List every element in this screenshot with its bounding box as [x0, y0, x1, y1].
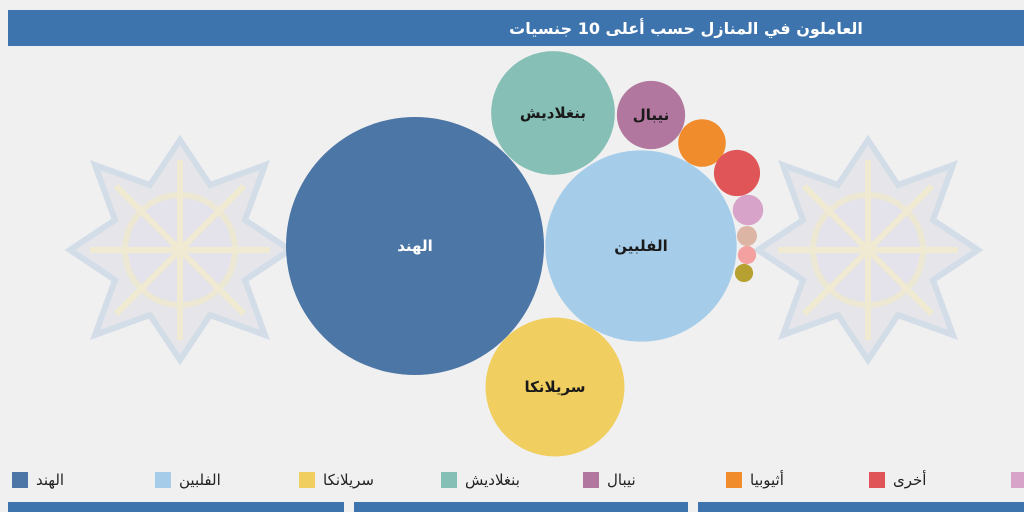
legend-swatch-6 — [869, 472, 885, 488]
bubble-label-4: نيبال — [633, 106, 670, 124]
bubble-label-2: سريلانكا — [524, 378, 585, 396]
legend-swatch-3 — [441, 472, 457, 488]
legend-label-0: الهند — [36, 471, 65, 489]
bubble-label-0: الهند — [397, 237, 432, 255]
legend-label-6: أخرى — [893, 471, 927, 489]
bubble-3 — [491, 51, 615, 175]
legend-item-4: نيبال — [583, 462, 636, 498]
legend-item-3: بنغلاديش — [441, 462, 520, 498]
legend-label-1: الفلبين — [179, 471, 221, 489]
chart-legend: الهند الفلبين سريلانكا بنغلاديش نيبال أثيوبيا… — [0, 462, 1024, 498]
legend-label-2: سريلانكا — [323, 471, 374, 489]
legend-item-1: الفلبين — [155, 462, 221, 498]
bottom-bar-1 — [8, 502, 344, 512]
legend-label-4: نيبال — [607, 471, 636, 489]
legend-item-7 — [1011, 462, 1024, 498]
bubble-1 — [545, 150, 737, 342]
legend-swatch-7 — [1011, 472, 1024, 488]
legend-swatch-4 — [583, 472, 599, 488]
bottom-bar-3 — [698, 502, 1024, 512]
bubble-5 — [678, 119, 726, 167]
legend-swatch-5 — [726, 472, 742, 488]
bubble-label-3: بنغلاديش — [520, 104, 586, 122]
legend-swatch-0 — [12, 472, 28, 488]
bubble-6 — [713, 149, 761, 197]
legend-item-2: سريلانكا — [299, 462, 374, 498]
bubble-label-1: الفلبين — [614, 237, 667, 255]
left-star-ornament — [64, 134, 296, 366]
bubble-2 — [485, 317, 625, 457]
legend-label-5: أثيوبيا — [750, 471, 784, 489]
legend-label-3: بنغلاديش — [465, 471, 520, 489]
bubble-9 — [737, 245, 757, 265]
legend-item-0: الهند — [12, 462, 64, 498]
bubble-8 — [737, 226, 757, 246]
legend-swatch-2 — [299, 472, 315, 488]
bubble-7 — [732, 194, 764, 226]
bubble-10 — [734, 263, 754, 283]
chart-title-bar: العاملون في المنازل حسب أعلى 10 جنسيات — [8, 10, 1024, 46]
right-star-ornament — [752, 134, 984, 366]
legend-item-5: أثيوبيا — [726, 462, 784, 498]
chart-title: العاملون في المنازل حسب أعلى 10 جنسيات — [509, 18, 863, 38]
legend-swatch-1 — [155, 472, 171, 488]
legend-item-6: أخرى — [869, 462, 926, 498]
bubble-0 — [286, 117, 544, 375]
bubble-4 — [616, 80, 686, 150]
bottom-bar-2 — [354, 502, 688, 512]
